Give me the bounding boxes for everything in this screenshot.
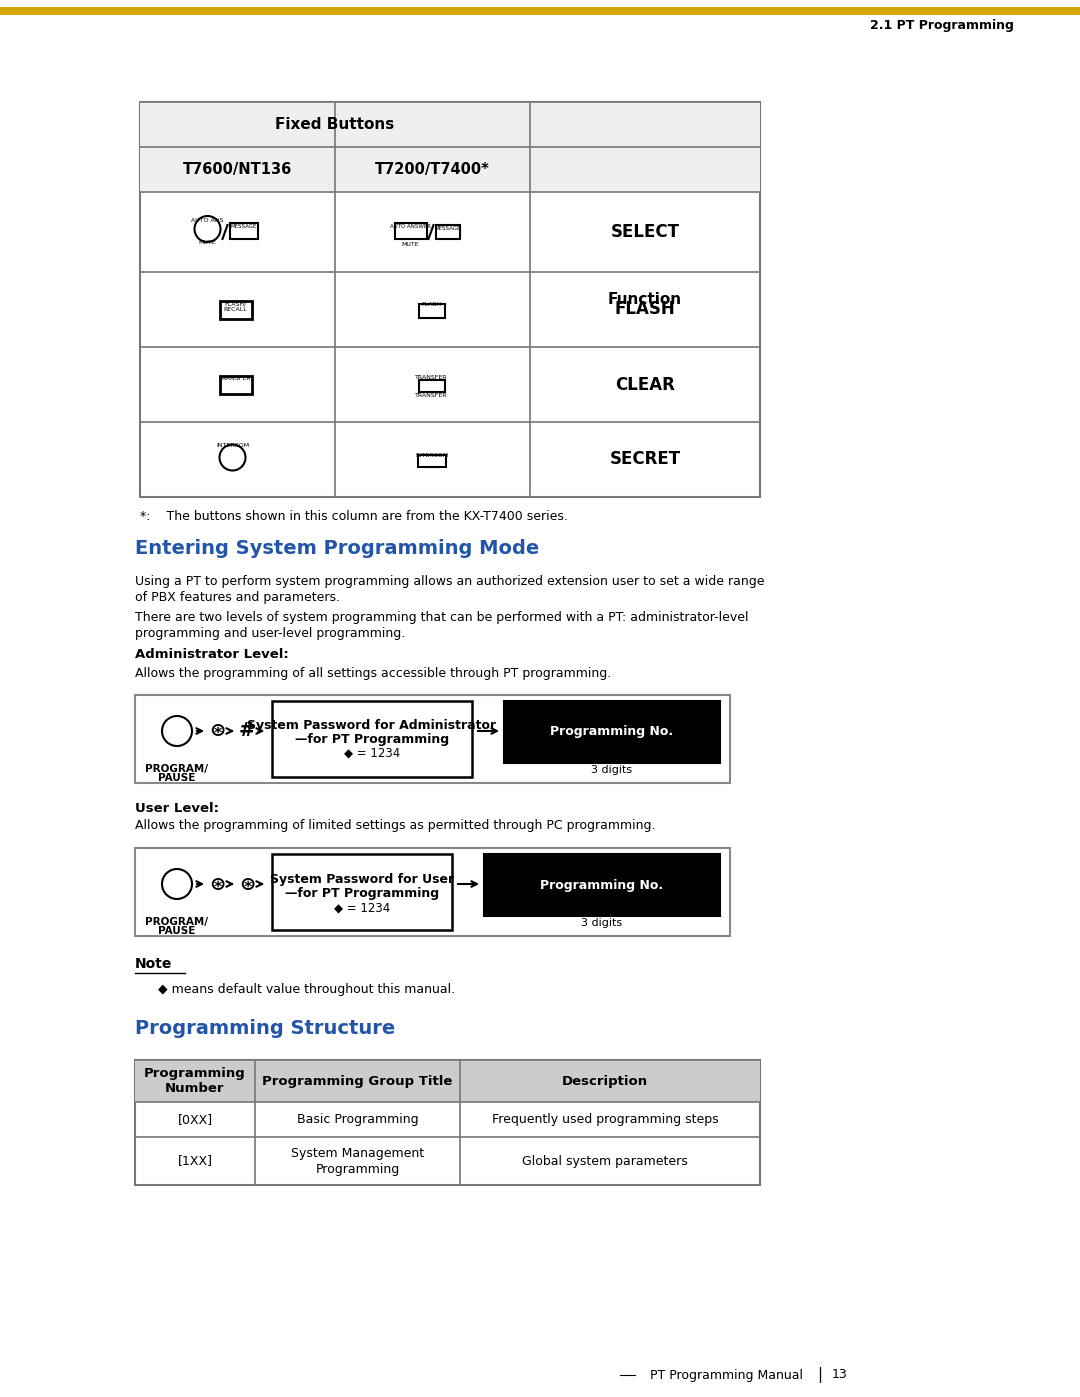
Text: FLASH: FLASH (421, 302, 442, 307)
Text: SELECT: SELECT (610, 224, 679, 242)
Text: AUTO ANS: AUTO ANS (191, 218, 224, 222)
Text: ◆ = 1234: ◆ = 1234 (334, 901, 390, 915)
Text: 2.1 PT Programming: 2.1 PT Programming (870, 18, 1014, 32)
Text: There are two levels of system programming that can be performed with a PT: admi: There are two levels of system programmi… (135, 610, 748, 623)
Text: Frequently used programming steps: Frequently used programming steps (491, 1113, 718, 1126)
Text: ⊛: ⊛ (239, 875, 255, 894)
Text: #: # (239, 721, 255, 740)
Bar (140, 147, 760, 191)
Text: RECALL: RECALL (224, 307, 247, 312)
Text: Programming Structure: Programming Structure (135, 1018, 395, 1038)
Text: TRANSFER: TRANSFER (415, 393, 448, 398)
Text: Programming Group Title: Programming Group Title (262, 1074, 453, 1087)
Text: TRANSFER: TRANSFER (415, 374, 448, 380)
Bar (135, 1060, 760, 1102)
Text: Description: Description (562, 1074, 648, 1087)
Text: Programming No.: Programming No. (540, 879, 663, 891)
Text: CLEAR: CLEAR (616, 376, 675, 394)
Text: 3 digits: 3 digits (581, 918, 622, 928)
Bar (135, 694, 730, 782)
Text: TRANSFER: TRANSFER (219, 376, 252, 381)
Text: Allows the programming of limited settings as permitted through PC programming.: Allows the programming of limited settin… (135, 820, 656, 833)
Bar (394, 224, 427, 239)
Text: System Password for Administrator: System Password for Administrator (247, 718, 497, 732)
Text: PT Programming Manual: PT Programming Manual (650, 1369, 804, 1382)
Text: ⊛: ⊛ (208, 875, 226, 894)
Text: AUTO ANSWER: AUTO ANSWER (390, 225, 431, 229)
Text: Function: Function (608, 292, 683, 307)
Text: Using a PT to perform system programming allows an authorized extension user to : Using a PT to perform system programming… (135, 574, 765, 588)
Bar (272, 701, 472, 777)
Text: ◆ means default value throughout this manual.: ◆ means default value throughout this ma… (158, 983, 455, 996)
Text: Administrator Level:: Administrator Level: (135, 648, 288, 662)
Text: FLASH/: FLASH/ (225, 300, 246, 306)
Text: Note: Note (135, 957, 173, 971)
Text: 13: 13 (832, 1369, 848, 1382)
Bar (418, 454, 446, 467)
Bar (272, 854, 453, 930)
Text: MESSAGE: MESSAGE (230, 225, 257, 229)
Text: Number: Number (165, 1081, 225, 1094)
Bar (484, 854, 720, 916)
Text: Programming No.: Programming No. (551, 725, 674, 739)
Text: [1XX]: [1XX] (177, 1154, 213, 1168)
Text: T7200/T7400*: T7200/T7400* (375, 162, 490, 177)
Text: SECRET: SECRET (609, 450, 680, 468)
Bar (0, 7, 1080, 15)
Text: Allows the programming of all settings accessible through PT programming.: Allows the programming of all settings a… (135, 666, 611, 679)
Bar (229, 224, 257, 239)
Text: PAUSE: PAUSE (159, 926, 195, 936)
Text: ◆ = 1234: ◆ = 1234 (343, 746, 400, 760)
Text: MUTE: MUTE (402, 243, 419, 247)
Text: ⊛: ⊛ (208, 721, 226, 740)
Text: System Password for User: System Password for User (270, 873, 454, 887)
Bar (140, 102, 760, 497)
Text: FLASH: FLASH (615, 300, 675, 319)
Text: T7600/NT136: T7600/NT136 (183, 162, 292, 177)
Text: INTERCOM: INTERCOM (415, 453, 448, 458)
Bar (419, 380, 445, 391)
Text: Basic Programming: Basic Programming (297, 1113, 418, 1126)
Text: MUTE: MUTE (199, 240, 216, 246)
Text: Entering System Programming Mode: Entering System Programming Mode (135, 539, 539, 559)
Text: [0XX]: [0XX] (177, 1113, 213, 1126)
Bar (435, 225, 459, 239)
Text: User Level:: User Level: (135, 802, 219, 814)
Bar (219, 300, 252, 319)
Bar (219, 376, 252, 394)
Text: PAUSE: PAUSE (159, 773, 195, 782)
Text: System Management: System Management (291, 1147, 424, 1160)
Text: of PBX features and parameters.: of PBX features and parameters. (135, 591, 340, 604)
Bar (419, 303, 445, 317)
Text: —for PT Programming: —for PT Programming (295, 732, 449, 746)
Text: programming and user-level programming.: programming and user-level programming. (135, 626, 405, 640)
Text: Fixed Buttons: Fixed Buttons (275, 117, 394, 131)
Text: PROGRAM/: PROGRAM/ (146, 764, 208, 774)
Text: |: | (818, 1368, 823, 1383)
Text: INTERCOM: INTERCOM (216, 443, 249, 448)
Text: —for PT Programming: —for PT Programming (285, 887, 440, 901)
Bar (504, 701, 720, 763)
Text: Programming: Programming (315, 1162, 400, 1175)
Text: PROGRAM/: PROGRAM/ (146, 916, 208, 928)
Text: 3 digits: 3 digits (592, 766, 633, 775)
Text: *:    The buttons shown in this column are from the KX-T7400 series.: *: The buttons shown in this column are … (140, 510, 568, 524)
Bar (140, 102, 760, 147)
Bar (135, 848, 730, 936)
Text: MESSAGE: MESSAGE (434, 226, 461, 232)
Text: Programming: Programming (144, 1067, 246, 1080)
Text: Global system parameters: Global system parameters (522, 1154, 688, 1168)
Bar (135, 1060, 760, 1185)
